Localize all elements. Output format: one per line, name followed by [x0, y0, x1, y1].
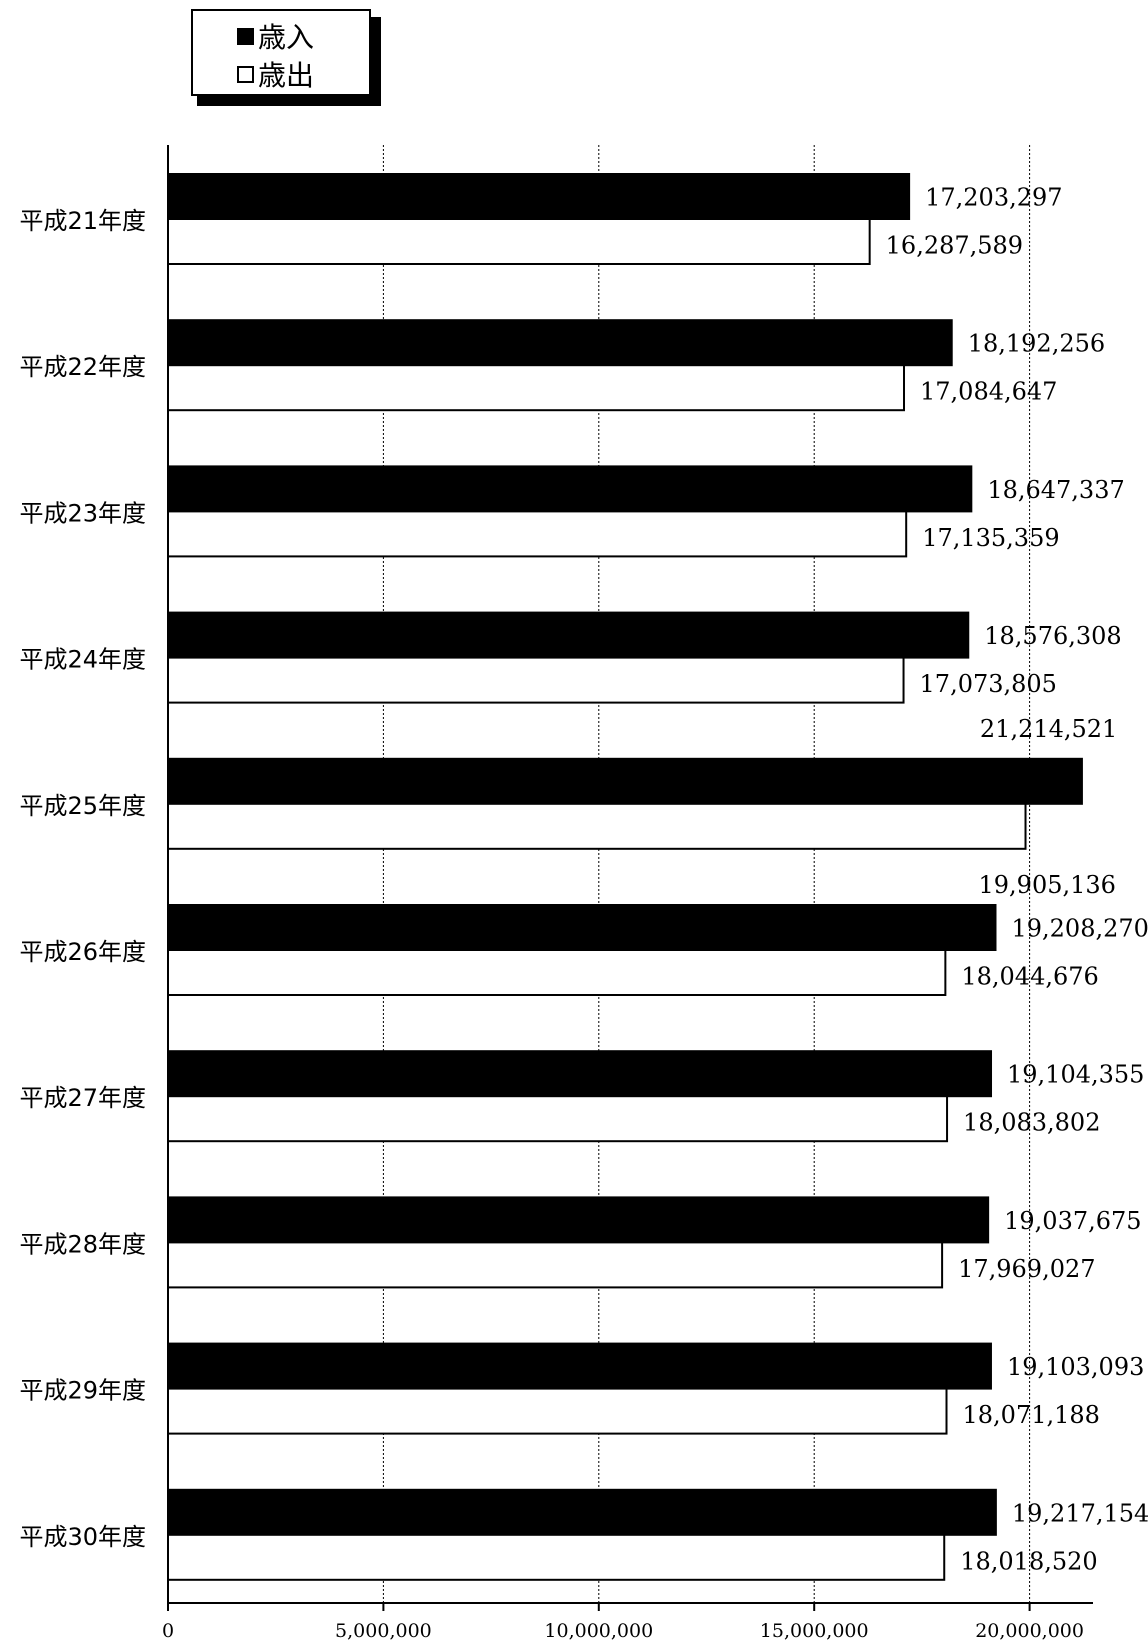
data-label-revenue-4: 21,214,521: [980, 715, 1117, 743]
data-label-revenue-9: 19,217,154: [1012, 1499, 1148, 1527]
x-tick-label-0: 0: [162, 1620, 174, 1642]
x-tick-label-3: 15,000,000: [760, 1620, 869, 1642]
bar-revenue-4: [167, 757, 1083, 805]
bar-expenditure-5: [167, 949, 947, 996]
bar-revenue-3: [167, 611, 970, 659]
data-label-revenue-8: 19,103,093: [1007, 1353, 1144, 1381]
legend: 歳入 歳出: [191, 9, 371, 96]
data-label-expenditure-6: 18,083,802: [963, 1109, 1100, 1137]
data-label-expenditure-3: 17,073,805: [920, 670, 1057, 698]
legend-item-expenditure: 歳出: [237, 56, 314, 92]
data-label-expenditure-7: 17,969,027: [958, 1255, 1095, 1283]
bar-revenue-7: [167, 1196, 990, 1244]
data-label-revenue-5: 19,208,270: [1011, 915, 1148, 943]
legend-swatch-revenue: [237, 27, 254, 45]
category-label-8: 平成29年度: [19, 1377, 146, 1405]
bar-revenue-9: [167, 1488, 997, 1536]
data-label-expenditure-2: 17,135,359: [922, 524, 1059, 552]
x-tick-label-4: 20,000,000: [975, 1620, 1084, 1642]
bar-revenue-1: [167, 319, 953, 367]
bar-expenditure-8: [167, 1387, 948, 1435]
category-label-5: 平成26年度: [19, 938, 146, 966]
data-label-revenue-3: 18,576,308: [984, 622, 1121, 650]
data-label-revenue-2: 18,647,337: [987, 476, 1124, 504]
bar-expenditure-1: [167, 364, 906, 412]
legend-item-revenue: 歳入: [237, 18, 314, 54]
data-label-revenue-0: 17,203,297: [925, 184, 1062, 212]
data-label-expenditure-0: 16,287,589: [886, 232, 1023, 260]
data-label-expenditure-5: 18,044,676: [961, 963, 1098, 991]
bar-expenditure-9: [167, 1533, 946, 1581]
data-label-expenditure-4: 19,905,136: [979, 871, 1116, 899]
legend-swatch-expenditure: [237, 65, 254, 83]
category-label-9: 平成30年度: [19, 1523, 146, 1551]
bar-expenditure-3: [167, 656, 905, 704]
bar-expenditure-6: [167, 1095, 949, 1143]
x-tick-label-1: 5,000,000: [335, 1620, 432, 1642]
bar-expenditure-2: [167, 510, 908, 558]
category-label-4: 平成25年度: [19, 792, 146, 820]
data-label-expenditure-9: 18,018,520: [960, 1547, 1097, 1575]
bar-revenue-6: [167, 1050, 993, 1098]
bar-revenue-2: [167, 465, 973, 513]
data-label-revenue-7: 19,037,675: [1004, 1207, 1141, 1235]
category-label-6: 平成27年度: [19, 1084, 146, 1112]
category-label-0: 平成21年度: [19, 207, 146, 235]
bar-revenue-0: [167, 173, 911, 220]
legend-label-expenditure: 歳出: [258, 59, 315, 92]
x-tick-label-2: 10,000,000: [544, 1620, 653, 1642]
data-label-revenue-1: 18,192,256: [968, 330, 1105, 358]
bar-revenue-8: [167, 1342, 992, 1390]
bar-revenue-5: [167, 904, 997, 951]
legend-label-revenue: 歳入: [258, 21, 315, 54]
data-label-revenue-6: 19,104,355: [1007, 1061, 1144, 1089]
bar-expenditure-7: [167, 1241, 944, 1289]
bar-expenditure-0: [167, 218, 871, 265]
data-label-expenditure-8: 18,071,188: [963, 1401, 1100, 1429]
category-label-1: 平成22年度: [19, 353, 146, 381]
data-label-expenditure-1: 17,084,647: [920, 378, 1057, 406]
category-label-3: 平成24年度: [19, 646, 146, 674]
category-label-7: 平成28年度: [19, 1230, 146, 1258]
category-label-2: 平成23年度: [19, 499, 146, 527]
bar-expenditure-4: [167, 802, 1027, 850]
